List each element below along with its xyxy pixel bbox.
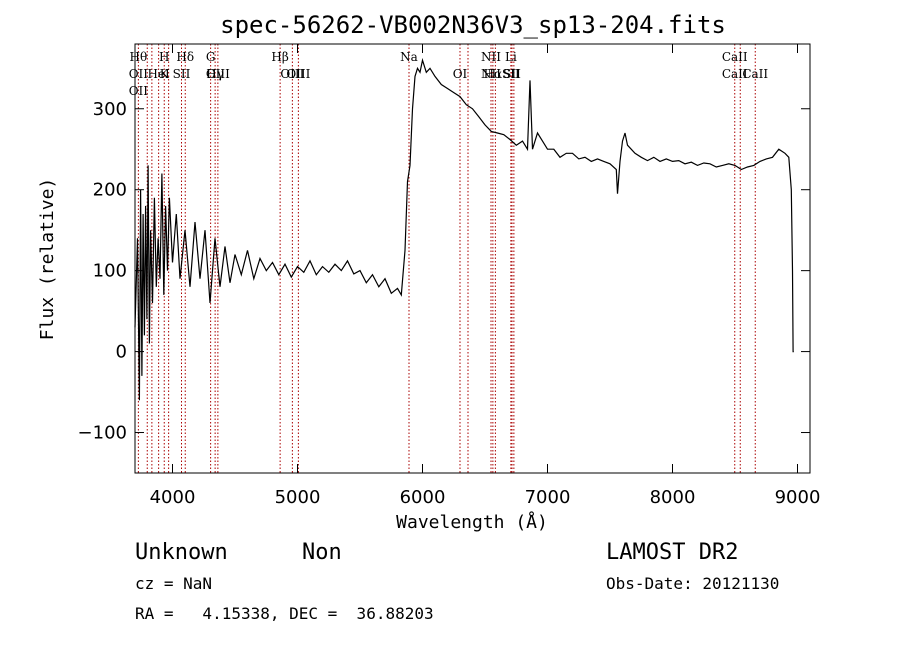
line-label: Hγ xyxy=(206,67,224,81)
x-axis-label: Wavelength (Å) xyxy=(396,511,548,533)
y-tick-label: 100 xyxy=(93,261,127,282)
line-label: SII xyxy=(502,67,520,81)
y-tick-label: 0 xyxy=(116,342,127,363)
line-label: CaII xyxy=(722,50,748,64)
x-axis: 4000 5000 6000 7000 8000 9000 xyxy=(150,44,821,508)
x-tick-label: 4000 xyxy=(150,487,196,508)
x-tick-label: 7000 xyxy=(525,487,571,508)
line-label: NII xyxy=(481,67,501,81)
y-axis-label: Flux (relative) xyxy=(37,178,58,341)
line-label: OIII xyxy=(286,67,310,81)
y-tick-label: 300 xyxy=(93,99,127,120)
line-label: K xyxy=(160,67,170,81)
line-label: CaII xyxy=(722,67,748,81)
line-label: HeI xyxy=(147,67,170,81)
plot-frame xyxy=(134,43,811,474)
line-label: NII xyxy=(481,50,501,64)
x-tick-label: 8000 xyxy=(650,487,696,508)
subclass-label: Non xyxy=(302,540,342,565)
line-label: G xyxy=(206,50,216,64)
line-label: OII xyxy=(129,67,149,81)
line-label: SII xyxy=(503,67,521,81)
chart-title: spec-56262-VB002N36V3_sp13-204.fits xyxy=(220,11,726,39)
class-label: Unknown xyxy=(135,540,228,565)
line-label: Na xyxy=(400,50,418,64)
line-label: Hθ xyxy=(130,50,148,64)
line-label: Hα xyxy=(484,67,503,81)
spectrum-line xyxy=(134,57,794,401)
line-label: OIII xyxy=(280,67,304,81)
line-markers xyxy=(137,44,756,473)
line-label: Hδ xyxy=(176,50,194,64)
x-tick-label: 6000 xyxy=(400,487,446,508)
line-label: CaII xyxy=(742,67,768,81)
line-label: OI xyxy=(453,67,468,81)
y-axis: −100 0 100 200 300 xyxy=(78,99,810,444)
line-label: SII xyxy=(173,67,191,81)
y-tick-label: 200 xyxy=(93,180,127,201)
line-label: H xyxy=(159,50,169,64)
line-label: OIII xyxy=(206,67,230,81)
line-label: Li xyxy=(505,50,517,64)
x-tick-label: 5000 xyxy=(275,487,321,508)
coords-label: RA = 4.15338, DEC = 36.88203 xyxy=(135,604,434,623)
survey-label: LAMOST DR2 xyxy=(606,540,738,565)
cz-label: cz = NaN xyxy=(135,574,212,593)
y-tick-label: −100 xyxy=(78,423,127,444)
x-tick-label: 9000 xyxy=(775,487,821,508)
line-label: Hβ xyxy=(271,50,288,64)
line-label: OII xyxy=(129,84,149,98)
obs-date-label: Obs-Date: 20121130 xyxy=(606,574,779,593)
